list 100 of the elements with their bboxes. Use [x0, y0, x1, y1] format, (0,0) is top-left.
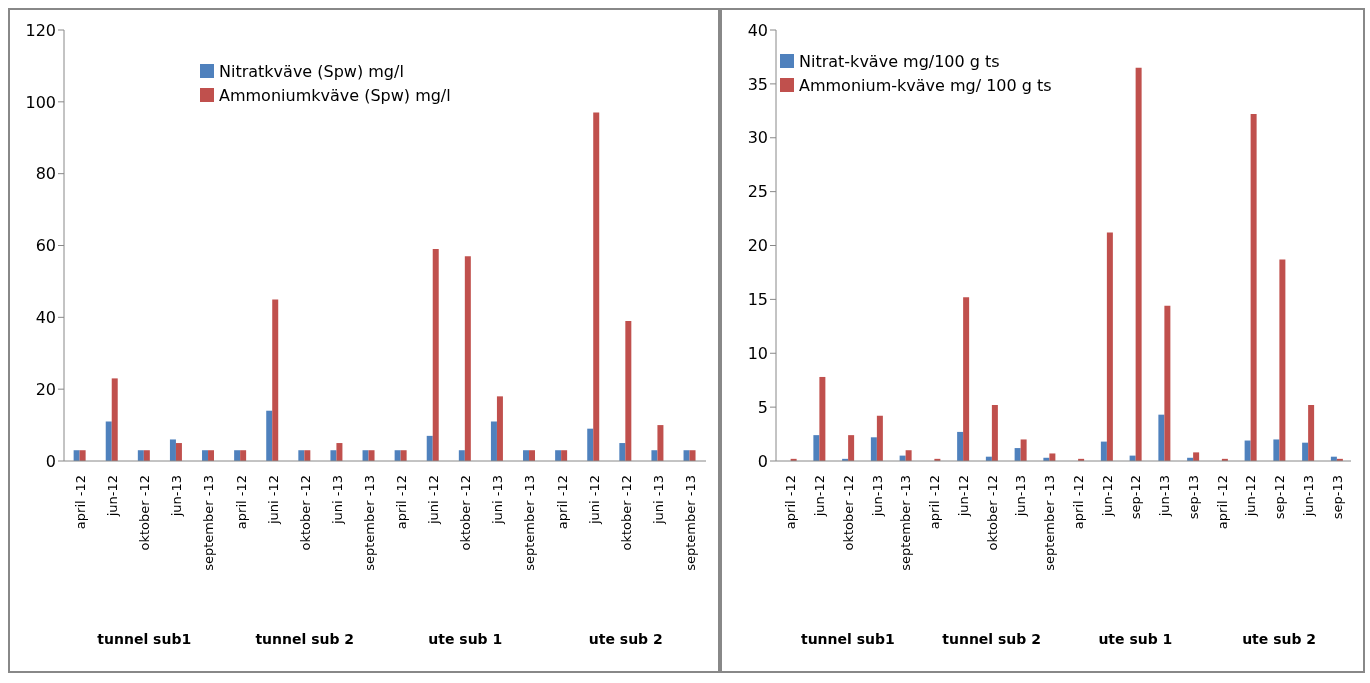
y-tick-label: 5 [757, 397, 768, 417]
bar [1049, 453, 1056, 461]
bar [368, 450, 375, 461]
x-tick-label: jun-13 [869, 475, 885, 518]
x-tick-label: jun-13 [1013, 475, 1029, 518]
bar [79, 450, 86, 461]
bar [490, 421, 497, 461]
y-tick-label: 80 [35, 164, 56, 184]
x-tick-label: september -13 [682, 475, 698, 571]
bar [876, 415, 883, 461]
bar [73, 450, 80, 461]
text: tunnel sub 2 [255, 631, 355, 647]
bar [266, 410, 273, 461]
bar [202, 450, 209, 461]
x-tick-label: jun-12 [1243, 475, 1259, 518]
bar [208, 450, 215, 461]
x-tick-label: juni -13 [490, 475, 506, 526]
bar [336, 443, 343, 461]
bar [1164, 305, 1171, 461]
y-tick-label: 100 [25, 92, 56, 112]
bar [464, 256, 471, 461]
x-tick-label: jun-12 [812, 475, 828, 518]
x-tick-label: jun-13 [1157, 475, 1173, 518]
x-tick-label: september -13 [361, 475, 377, 571]
bar [683, 450, 690, 461]
y-tick-label: 120 [25, 20, 56, 40]
bar [555, 450, 562, 461]
bar [432, 249, 439, 461]
bar [362, 450, 369, 461]
text: tunnel sub 2 [942, 631, 1041, 647]
y-tick-label: 20 [747, 236, 768, 256]
bar [689, 450, 696, 461]
text: ute sub 2 [588, 631, 663, 647]
x-tick-label: oktober -12 [984, 475, 1000, 551]
bar [529, 450, 536, 461]
legend-label: Ammonium-kväve mg/ 100 g ts [799, 76, 1052, 95]
x-tick-label: jun-13 [169, 475, 185, 518]
bar [625, 320, 632, 461]
x-tick-label: juni -12 [426, 475, 442, 526]
bar [175, 443, 182, 461]
x-tick-label: april -12 [1070, 475, 1086, 530]
y-tick-label: 40 [35, 308, 56, 328]
x-tick-label: oktober -12 [458, 475, 474, 551]
bar [458, 450, 465, 461]
x-tick-label: juni -13 [329, 475, 345, 526]
bar [991, 404, 998, 461]
bar [1302, 442, 1309, 461]
x-tick-label: september -13 [522, 475, 538, 571]
bar [1014, 448, 1021, 461]
bar [1308, 404, 1315, 461]
bar [1100, 441, 1107, 461]
bar [400, 450, 407, 461]
bar [298, 450, 305, 461]
y-tick-label: 15 [747, 290, 768, 310]
x-tick-label: april -12 [73, 475, 89, 530]
bar [1020, 439, 1027, 461]
bar [272, 299, 279, 461]
x-tick-label: sep-13 [1185, 475, 1201, 520]
x-tick-label: april -12 [1214, 475, 1230, 530]
x-tick-label: april -12 [233, 475, 249, 530]
x-tick-label: april -12 [927, 475, 943, 530]
bar [523, 450, 530, 461]
x-tick-label: sep-12 [1128, 475, 1144, 520]
y-tick-label: 0 [45, 451, 56, 471]
bar [1193, 452, 1200, 461]
bar [619, 443, 626, 461]
y-tick-label: 40 [747, 20, 768, 40]
bar [957, 431, 964, 461]
bar [143, 450, 150, 461]
bar [561, 450, 568, 461]
bar [657, 425, 664, 461]
y-tick-label: 25 [747, 182, 768, 202]
x-tick-label: oktober -12 [840, 475, 856, 551]
bar [137, 450, 144, 461]
bar [394, 450, 401, 461]
bar [1273, 439, 1280, 461]
x-tick-label: september -13 [201, 475, 217, 571]
x-tick-label: april -12 [554, 475, 570, 530]
bar [1158, 414, 1165, 461]
bar [105, 421, 112, 461]
x-tick-label: jun-12 [955, 475, 971, 518]
bar [963, 297, 970, 461]
bar [304, 450, 311, 461]
x-tick-label: juni -12 [265, 475, 281, 526]
bar [593, 112, 600, 461]
y-tick-label: 20 [35, 379, 56, 399]
bar [426, 435, 433, 461]
bar [496, 396, 503, 461]
bar [1244, 440, 1251, 461]
text: ute sub 2 [1242, 631, 1317, 647]
bar [1279, 259, 1286, 461]
bar [1106, 232, 1113, 461]
bar [819, 376, 826, 461]
legend-label: Ammoniumkväve (Spw) mg/l [219, 86, 451, 105]
y-tick-label: 30 [747, 128, 768, 148]
bar [1250, 114, 1257, 461]
bar [848, 435, 855, 461]
bar [651, 450, 658, 461]
x-tick-label: oktober -12 [137, 475, 153, 551]
y-tick-label: 0 [757, 451, 768, 471]
